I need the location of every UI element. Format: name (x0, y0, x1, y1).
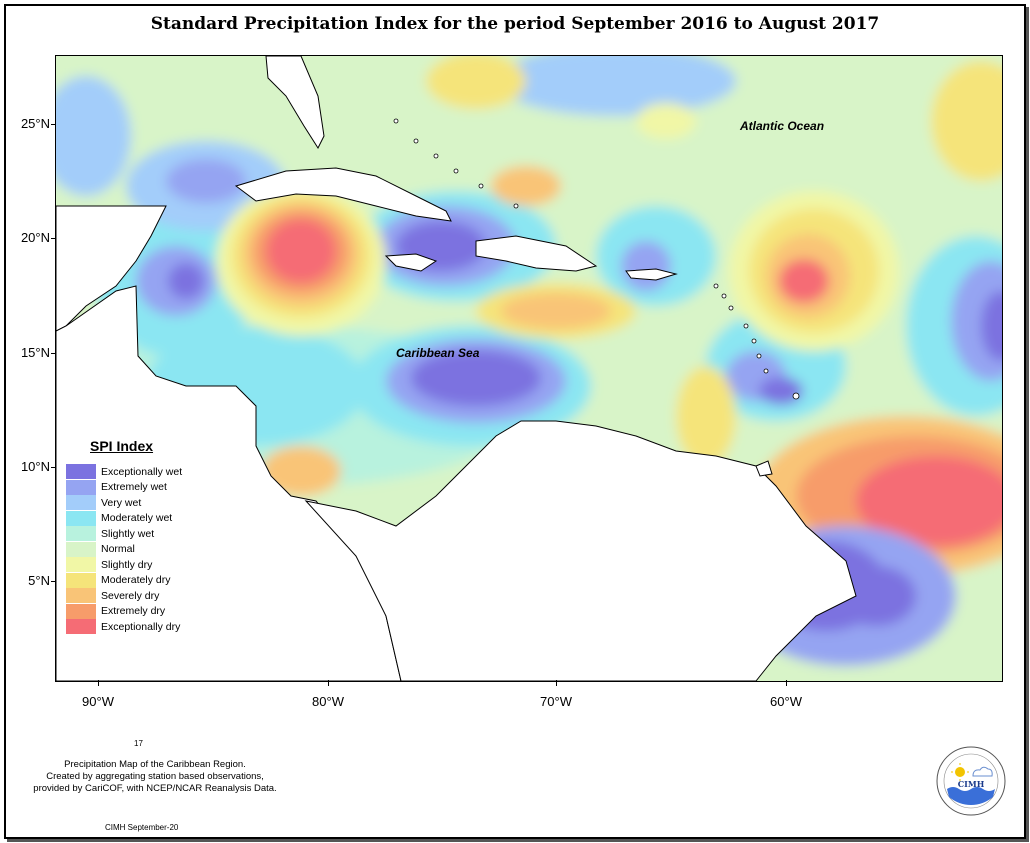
legend-label: Moderately wet (101, 512, 173, 525)
legend-swatch (66, 495, 96, 511)
caribbean-sea-label: Caribbean Sea (396, 346, 480, 360)
legend-item: Moderately wet (66, 510, 216, 527)
map-title: Standard Precipitation Index for the per… (150, 14, 880, 34)
cimh-logo: CIMH (935, 745, 1007, 817)
legend-item: Exceptionally wet (66, 464, 216, 480)
legend-item: Normal (66, 541, 216, 558)
legend-swatch (66, 588, 96, 604)
legend-label: Moderately dry (101, 574, 171, 587)
legend-item: Slightly dry (66, 557, 216, 573)
legend-item: Extremely wet (66, 479, 216, 496)
legend-title: SPI Index (90, 438, 154, 454)
legend-rows: Exceptionally wet Extremely wet Very wet Mo… (66, 464, 216, 635)
legend-label: Normal (101, 543, 135, 556)
spi-contours (56, 56, 1002, 681)
footer-line-3: provided by CariCOF, with NCEP/NCAR Rean… (33, 783, 277, 794)
lon-tick-90: 90°W (73, 680, 123, 709)
land-outlines (56, 56, 857, 681)
legend-swatch (66, 572, 96, 588)
lat-tick-20: 20°N (14, 230, 56, 245)
legend-swatch (66, 557, 96, 573)
legend-label: Extremely wet (101, 481, 167, 494)
lon-tick-70: 70°W (531, 680, 581, 709)
page-number: 17 (134, 739, 143, 748)
legend-item: Exceptionally dry (66, 619, 216, 635)
lat-tick-25: 25°N (14, 116, 56, 131)
legend-swatch (66, 526, 96, 542)
footer-line-2: Created by aggregating station based obs… (46, 771, 264, 782)
map-canvas (56, 56, 1002, 681)
spi-legend: SPI Index Exceptionally wet Extremely wet… (66, 438, 216, 635)
legend-label: Severely dry (101, 589, 160, 602)
legend-item: Very wet (66, 495, 216, 511)
legend-label: Very wet (101, 496, 142, 509)
small-islands (393, 118, 800, 400)
legend-label: Extremely dry (101, 605, 166, 618)
legend-swatch (66, 464, 96, 480)
logo-text: CIMH (958, 779, 985, 789)
legend-swatch (66, 479, 96, 495)
atlantic-ocean-label: Atlantic Ocean (740, 119, 825, 133)
legend-item: Severely dry (66, 588, 216, 604)
footer-line-1: Precipitation Map of the Caribbean Regio… (64, 759, 246, 770)
legend-label: Slightly wet (101, 527, 155, 540)
legend-swatch (66, 603, 96, 619)
footer-credit: CIMH September-20 (105, 823, 179, 832)
legend-item: Extremely dry (66, 603, 216, 620)
lon-tick-60: 60°W (761, 680, 811, 709)
legend-label: Slightly dry (101, 558, 153, 571)
spi-map (55, 55, 1003, 682)
legend-swatch (66, 541, 96, 557)
legend-item: Slightly wet (66, 526, 216, 542)
footer-description: Precipitation Map of the Caribbean Regio… (20, 759, 290, 795)
legend-item: Moderately dry (66, 572, 216, 589)
cimh-logo-icon: CIMH (936, 746, 1006, 816)
lat-tick-10: 10°N (14, 459, 56, 474)
legend-label: Exceptionally wet (101, 465, 183, 478)
legend-swatch (66, 510, 96, 526)
legend-swatch (66, 619, 96, 635)
lat-tick-15: 15°N (14, 345, 56, 360)
legend-label: Exceptionally dry (101, 620, 181, 633)
lon-tick-80: 80°W (303, 680, 353, 709)
lat-tick-5: 5°N (14, 573, 56, 588)
